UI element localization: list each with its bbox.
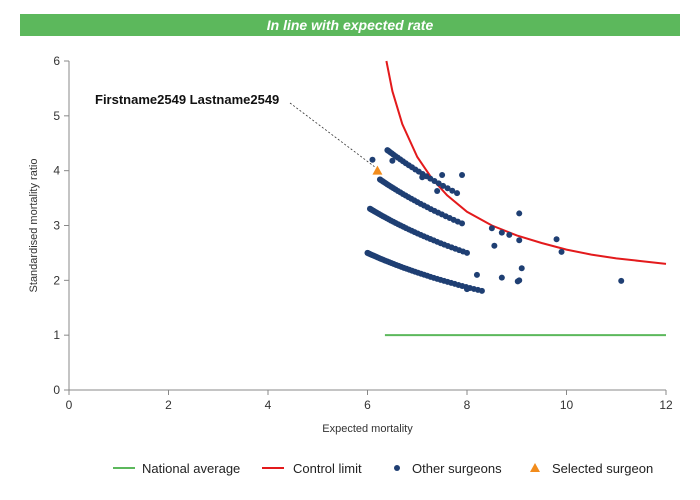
surgeon-point	[491, 242, 498, 249]
surgeon-point	[389, 157, 396, 164]
legend-others-label: Other surgeons	[412, 461, 502, 476]
surgeon-point	[553, 236, 560, 243]
y-tick-label: 0	[53, 383, 60, 397]
surgeon-point	[498, 229, 505, 236]
x-tick-label: 12	[659, 398, 673, 412]
surgeon-point	[516, 210, 523, 217]
surgeon-point	[444, 185, 451, 192]
surgeon-point	[498, 274, 505, 281]
legend-control-label: Control limit	[293, 461, 362, 476]
surgeon-point	[459, 220, 466, 227]
surgeon-point	[369, 156, 376, 163]
surgeon-point	[518, 265, 525, 272]
surgeon-point	[435, 180, 442, 187]
legend-others-swatch	[394, 465, 400, 471]
surgeon-point	[439, 172, 446, 179]
annotation-layer: Firstname2549 Lastname2549	[95, 92, 375, 167]
y-tick-label: 4	[53, 164, 60, 178]
x-tick-label: 0	[66, 398, 73, 412]
x-tick-label: 6	[364, 398, 371, 412]
surgeon-point	[478, 287, 485, 294]
x-axis-title: Expected mortality	[322, 423, 413, 435]
surgeon-point	[434, 187, 441, 194]
surgeon-point	[558, 248, 565, 255]
annotation-leader-line	[289, 102, 375, 167]
selected-surgeon-label: Firstname2549 Lastname2549	[95, 92, 279, 107]
surgeon-point	[516, 237, 523, 244]
selected-surgeon-marker	[372, 165, 383, 175]
surgeon-point	[419, 174, 426, 181]
y-tick-label: 6	[53, 54, 60, 68]
legend: National average Control limit Other surge…	[113, 461, 653, 476]
x-tick-label: 4	[265, 398, 272, 412]
surgeon-point	[473, 271, 480, 278]
x-tick-label: 2	[165, 398, 172, 412]
x-tick-label: 8	[464, 398, 471, 412]
x-tick-label: 10	[560, 398, 574, 412]
y-tick-label: 1	[53, 328, 60, 342]
surgeon-point	[618, 277, 625, 284]
surgeon-point	[514, 278, 521, 285]
legend-selected-swatch	[530, 463, 540, 472]
surgeon-point	[454, 190, 461, 197]
legend-selected-label: Selected surgeon	[552, 461, 653, 476]
series-layer	[364, 60, 667, 337]
y-axis-title: Standardised mortality ratio	[28, 159, 40, 293]
control-limit-line	[385, 60, 667, 265]
surgeon-point	[459, 172, 466, 179]
surgeon-point	[506, 231, 513, 238]
y-tick-label: 3	[53, 219, 60, 233]
y-tick-label: 2	[53, 273, 60, 287]
surgeon-point	[449, 187, 456, 194]
surgeon-point	[440, 182, 447, 189]
surgeon-point	[488, 225, 495, 232]
surgeon-point	[464, 249, 470, 256]
result-banner: In line with expected rate	[20, 14, 680, 36]
legend-national-label: National average	[142, 461, 240, 476]
y-tick-label: 5	[53, 109, 60, 123]
surgeon-point	[464, 286, 470, 293]
